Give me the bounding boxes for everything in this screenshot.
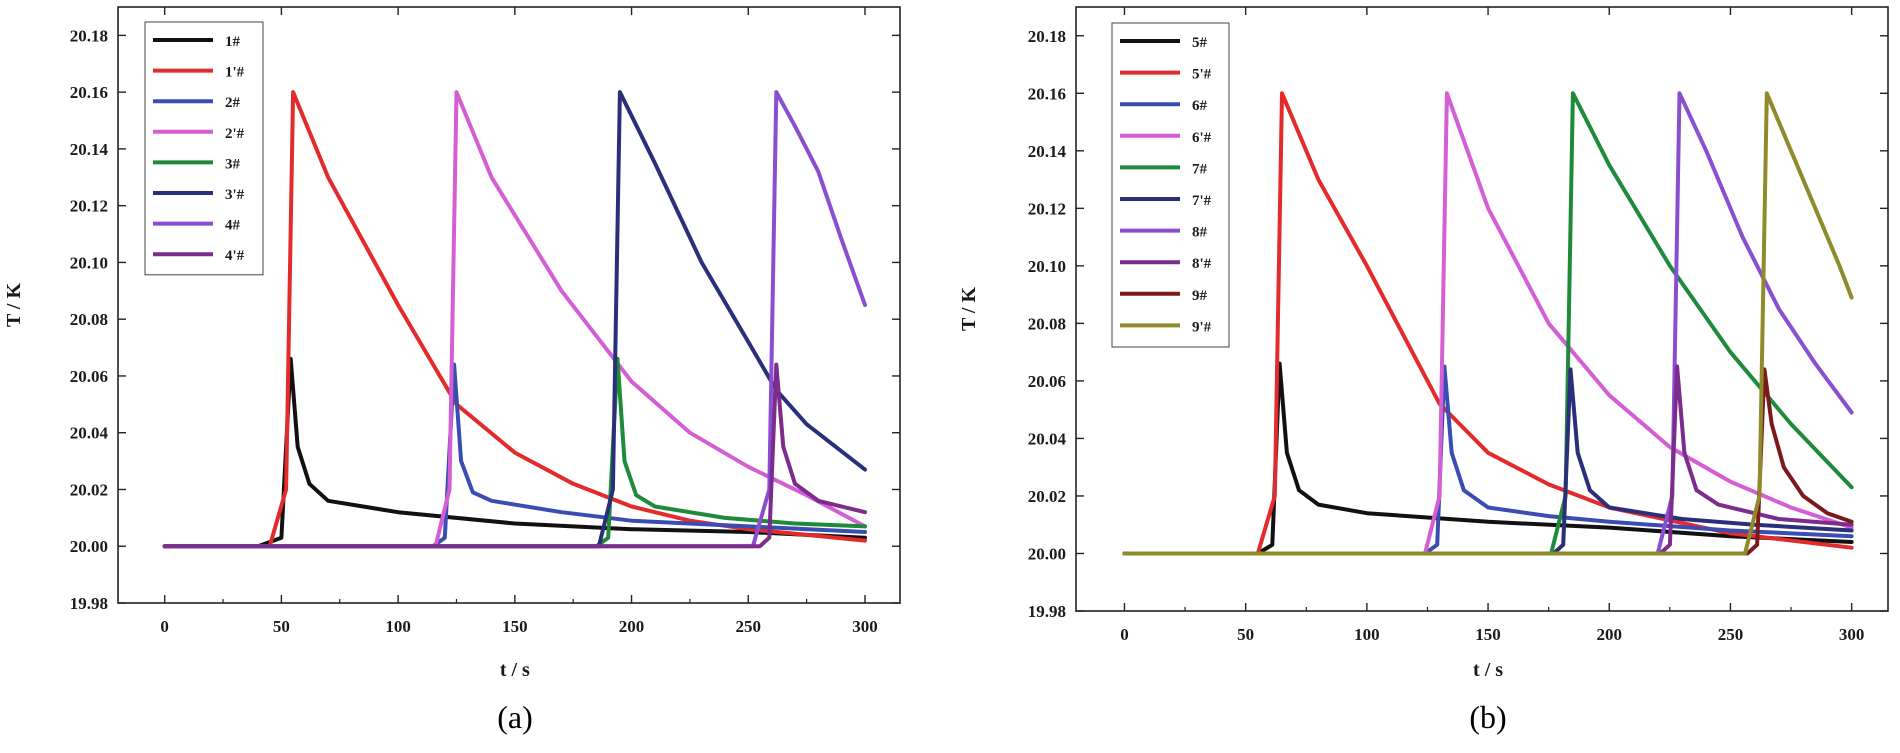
x-tick-label: 0 [1120,625,1129,644]
series-line-3p [162,90,867,549]
x-tick-label: 150 [1475,625,1501,644]
legend-label: 8# [1192,225,1208,241]
chart-panel-b: 0 50 100 150 200 250 300 19.98 20.00 20.02 20.04 20… [958,6,1889,735]
x-axis-title: t / s [1473,659,1503,681]
legend-label: 7'# [1192,193,1212,209]
legend-label: 1# [225,34,241,50]
chart-panel-a: 0 50 100 150 200 250 300 19.98 20.00 20.02 20.04 20… [3,6,901,735]
x-tick-label: 50 [273,617,290,636]
series-line-7p [1122,367,1854,556]
legend-label: 9'# [1192,319,1212,335]
y-tick-label: 20.02 [1028,487,1066,506]
series-line-2p [162,90,867,549]
y-tick-label: 20.16 [70,83,108,102]
y-tick-label: 20.14 [70,140,109,159]
series-line-6p [1122,91,1854,556]
y-tick-label: 20.12 [1028,199,1066,218]
y-tick-label: 19.98 [70,594,108,613]
y-tick-label: 20.08 [1028,314,1066,333]
y-tick-label: 20.10 [70,253,108,272]
legend-label: 3# [225,156,241,172]
y-tick-label: 19.98 [1028,602,1066,621]
series-line-1 [162,356,867,549]
series-line-4 [162,90,867,549]
y-tick-label: 20.06 [70,367,108,386]
legend-label: 4# [225,218,241,234]
y-tick-label: 20.04 [1028,429,1067,448]
y-tick-label: 20.12 [70,197,108,216]
legend-label: 4'# [225,248,245,264]
legend-label: 2'# [225,126,245,142]
y-axis-title: T / K [3,283,25,328]
x-axis-title: t / s [500,659,530,681]
y-tick-label: 20.14 [1028,142,1067,161]
plot-frame [117,6,901,604]
series-line-7 [1122,91,1854,556]
series-line-2 [162,362,867,549]
series-group [162,90,867,549]
y-tick-label: 20.16 [1028,84,1066,103]
x-tick-label: 0 [160,617,169,636]
y-tick-label: 20.18 [70,26,108,45]
series-line-9 [1122,367,1854,556]
y-tick-label: 20.00 [70,537,108,556]
y-tick-label: 20.08 [70,310,108,329]
legend-label: 3'# [225,187,245,203]
series-line-5 [1122,361,1854,556]
x-tick-label: 300 [852,617,878,636]
y-tick-label: 20.04 [70,424,109,443]
plot-frame [1075,6,1889,612]
x-tick-label: 250 [736,617,762,636]
legend-label: 8'# [1192,256,1212,272]
y-tick-label: 20.06 [1028,372,1066,391]
y-tick-label: 20.10 [1028,257,1066,276]
panel-caption: (a) [497,699,533,735]
legend-label: 2# [225,95,241,111]
series-line-6 [1122,364,1854,556]
series-line-8 [1122,91,1854,556]
x-tick-label: 250 [1718,625,1744,644]
legend-label: 9# [1192,288,1208,304]
legend-label: 6# [1192,98,1208,114]
x-tick-label: 200 [619,617,645,636]
panel-caption: (b) [1469,699,1506,735]
y-axis-title: T / K [958,287,980,332]
series-line-9p [1122,91,1854,556]
legend-label: 5'# [1192,67,1212,83]
x-tick-label: 100 [1354,625,1380,644]
series-line-1p [162,90,867,549]
legend-box [144,21,264,276]
y-tick-label: 20.18 [1028,27,1066,46]
y-tick-label: 20.00 [1028,544,1066,563]
legend-label: 6'# [1192,130,1212,146]
x-tick-label: 300 [1839,625,1865,644]
series-line-5p [1122,91,1854,556]
x-tick-label: 50 [1237,625,1254,644]
x-tick-label: 100 [385,617,411,636]
y-tick-label: 20.02 [70,480,108,499]
legend-label: 5# [1192,35,1208,51]
series-line-4p [162,362,867,549]
x-tick-label: 200 [1597,625,1623,644]
legend-label: 7# [1192,161,1208,177]
legend: 5# 5'# 6# 6'# 7# 7'# 8# 8'# 9# 9'# [1111,22,1230,348]
legend-label: 1'# [225,65,245,81]
legend: 1# 1'# 2# 2'# 3# 3'# 4# 4'# [144,21,264,276]
x-tick-label: 150 [502,617,528,636]
series-group [1122,91,1854,556]
